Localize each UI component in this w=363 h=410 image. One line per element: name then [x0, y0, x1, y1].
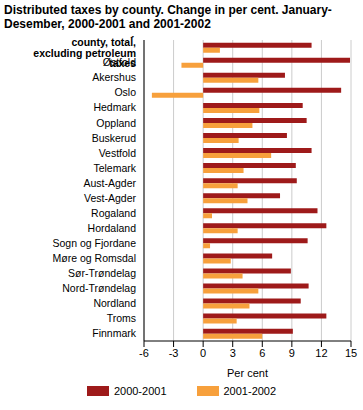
svg-text:Distributed taxes bycounty, to: Distributed taxes bycounty, total,exclud…	[33, 36, 136, 69]
svg-text:-3: -3	[169, 347, 179, 359]
svg-text:Buskerud: Buskerud	[92, 132, 137, 144]
svg-text:Nordland: Nordland	[93, 297, 136, 309]
svg-text:Akershus: Akershus	[92, 71, 136, 83]
svg-text:Møre og Romsdal: Møre og Romsdal	[53, 252, 136, 264]
svg-text:Vestfold: Vestfold	[99, 147, 137, 159]
svg-text:Østfold: Østfold	[103, 56, 136, 68]
svg-text:Aust-Agder: Aust-Agder	[83, 177, 136, 189]
svg-text:6: 6	[259, 347, 265, 359]
svg-text:9: 9	[289, 347, 295, 359]
svg-text:Oppland: Oppland	[96, 117, 136, 129]
svg-text:Nord-Trøndelag: Nord-Trøndelag	[62, 282, 136, 294]
svg-text:Oslo: Oslo	[114, 86, 136, 98]
svg-text:Per cent: Per cent	[227, 367, 268, 379]
svg-text:Telemark: Telemark	[93, 162, 136, 174]
svg-text:Sør-Trøndelag: Sør-Trøndelag	[68, 267, 136, 279]
svg-text:Finnmark: Finnmark	[92, 327, 137, 339]
svg-text:Hordaland: Hordaland	[88, 222, 137, 234]
svg-text:Vest-Agder: Vest-Agder	[84, 192, 136, 204]
html-text:2001-2002: 2001-2002	[223, 385, 277, 397]
svg-text:0: 0	[200, 347, 206, 359]
svg-text:Rogaland: Rogaland	[91, 207, 136, 219]
html-text:2000-2001: 2000-2001	[113, 385, 167, 397]
svg-text:3: 3	[230, 347, 236, 359]
svg-text:15: 15	[345, 347, 355, 359]
svg-text:12: 12	[315, 347, 327, 359]
html-text:Distributed taxes by county. C: Distributed taxes by county. Change in p…	[4, 3, 332, 31]
svg-text:Hedmark: Hedmark	[93, 101, 136, 113]
svg-text:Troms: Troms	[107, 312, 136, 324]
svg-text:-6: -6	[139, 347, 149, 359]
svg-text:Sogn og Fjordane: Sogn og Fjordane	[53, 237, 137, 249]
